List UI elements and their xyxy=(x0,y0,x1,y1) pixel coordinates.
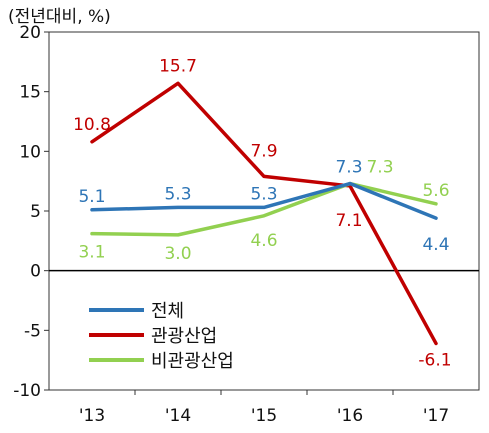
legend-label: 전체 xyxy=(151,301,184,322)
legend-label: 비관광산업 xyxy=(151,351,234,372)
y-tick-label: 20 xyxy=(19,23,41,43)
data-label: 3.0 xyxy=(164,244,191,264)
x-tick-label: '13 xyxy=(79,406,105,426)
x-tick-label: '16 xyxy=(337,406,363,426)
x-tick-label: '14 xyxy=(165,406,191,426)
data-label: 5.1 xyxy=(78,187,105,207)
data-label: -6.1 xyxy=(418,350,451,370)
data-label: 4.4 xyxy=(422,235,449,255)
y-tick-label: 5 xyxy=(30,202,41,222)
x-tick-label: '17 xyxy=(423,406,449,426)
data-label: 5.3 xyxy=(250,184,277,204)
data-label: 7.3 xyxy=(335,158,362,178)
y-tick-label: 10 xyxy=(19,142,41,162)
data-label: 5.6 xyxy=(422,181,449,201)
data-label: 15.7 xyxy=(159,56,197,76)
data-label: 10.8 xyxy=(73,115,111,135)
data-label: 7.3 xyxy=(366,158,393,178)
data-label: 5.3 xyxy=(164,184,191,204)
series-line-2 xyxy=(90,181,438,237)
y-tick-label: 15 xyxy=(19,83,41,103)
series-line-0 xyxy=(90,181,438,220)
legend-label: 관광산업 xyxy=(151,326,217,347)
y-tick-label: -10 xyxy=(13,381,41,401)
data-label: 7.9 xyxy=(250,141,277,161)
y-tick-label: -5 xyxy=(24,321,41,341)
data-label: 7.1 xyxy=(335,211,362,231)
data-label: 3.1 xyxy=(78,243,105,263)
series-line-1 xyxy=(90,81,438,346)
data-label: 4.6 xyxy=(250,231,277,251)
x-tick-label: '15 xyxy=(251,406,277,426)
y-tick-label: 0 xyxy=(30,262,41,282)
unit-label: (전년대비, %) xyxy=(8,7,111,27)
